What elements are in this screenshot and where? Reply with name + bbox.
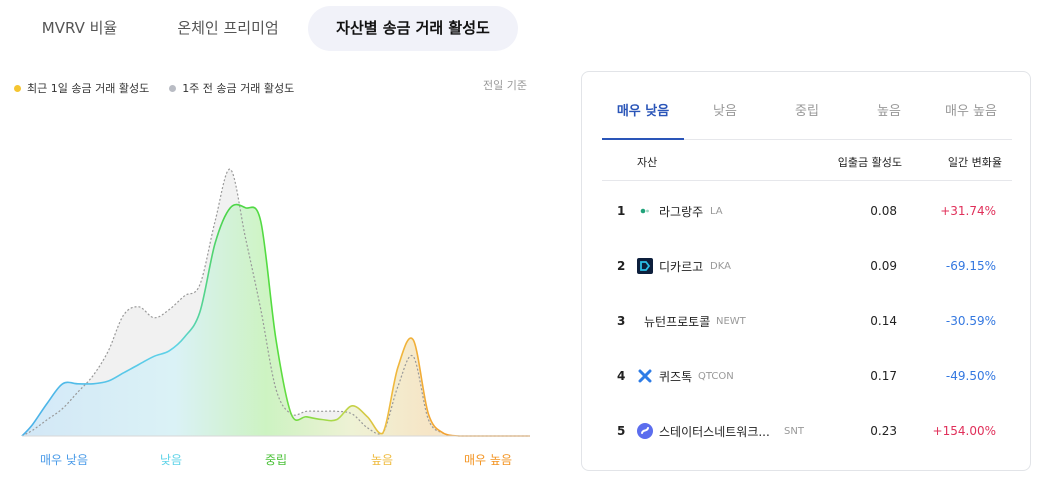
- header-asset: 자산: [637, 156, 658, 169]
- activity-value: 0.23: [870, 424, 897, 438]
- legend-recent-dot: [14, 84, 21, 92]
- week-series-line: [21, 168, 530, 437]
- asset-name: 디카르고: [659, 260, 704, 274]
- activity-distribution-chart: [21, 168, 530, 437]
- asset-symbol: NEWT: [716, 316, 746, 327]
- ptab-neutral[interactable]: 중립: [795, 104, 819, 119]
- header-change: 일간 변화율: [947, 156, 1002, 169]
- x-label-neutral: 중립: [264, 453, 288, 467]
- activity-level-tabs: 매우 낮음 낮음 중립 높음 매우 높음: [602, 92, 1012, 140]
- recent-series-area: [22, 204, 530, 436]
- lagrange-icon: [638, 204, 652, 218]
- legend-week: 1주 전 송금 거래 활성도: [169, 80, 294, 96]
- table-header: 자산 입출금 활성도 일간 변화율: [602, 142, 1012, 181]
- tab-transfer-activity[interactable]: 자산별 송금 거래 활성도: [308, 6, 518, 51]
- asset-name: 퀴즈톡: [659, 370, 693, 384]
- asset-name: 라그랑주: [659, 205, 704, 219]
- activity-value: 0.09: [870, 259, 897, 273]
- asset-symbol: SNT: [784, 426, 804, 437]
- change-value: +31.74%: [940, 204, 996, 218]
- change-value: -69.15%: [945, 259, 996, 273]
- row-rank: 4: [617, 369, 626, 383]
- dkargo-icon: [637, 258, 653, 274]
- asset-ranking-panel: 매우 낮음 낮음 중립 높음 매우 높음 자산 입출금 활성도 일간 변화율 1…: [581, 71, 1031, 471]
- asset-name: 뉴턴프로토콜: [644, 315, 711, 329]
- legend-recent: 최근 1일 송금 거래 활성도: [14, 80, 149, 96]
- row-rank: 1: [617, 204, 626, 218]
- tab-mvrv[interactable]: MVRV 비율: [41, 19, 118, 37]
- asset-name: 스테이터스네트워크...: [659, 425, 770, 439]
- change-value: +154.00%: [932, 424, 996, 438]
- row-rank: 2: [617, 259, 626, 273]
- ptab-very-high[interactable]: 매우 높음: [945, 104, 997, 119]
- asset-symbol: DKA: [710, 261, 731, 272]
- basis-note: 전일 기준: [483, 79, 527, 92]
- change-value: -30.59%: [945, 314, 996, 328]
- change-value: -49.50%: [945, 369, 996, 383]
- chart-legend: 최근 1일 송금 거래 활성도 1주 전 송금 거래 활성도: [14, 80, 294, 96]
- x-label-low: 낮음: [159, 453, 183, 467]
- activity-value: 0.08: [870, 204, 897, 218]
- recent-series-line: [21, 203, 530, 437]
- ptab-low[interactable]: 낮음: [713, 104, 737, 119]
- table-row[interactable]: 3 뉴턴프로토콜 NEWT 0.14 -30.59%: [602, 294, 1012, 349]
- tab-onchain-premium[interactable]: 온체인 프리미엄: [177, 19, 279, 37]
- table-row[interactable]: 2 디카르고 DKA 0.09 -69.15%: [602, 239, 1012, 294]
- legend-week-dot: [169, 84, 177, 92]
- row-rank: 5: [617, 424, 626, 438]
- x-label-high: 높음: [370, 453, 394, 467]
- ptab-very-low[interactable]: 매우 낮음: [602, 92, 684, 140]
- table-row[interactable]: 1 라그랑주 LA 0.08 +31.74%: [602, 184, 1012, 239]
- table-row[interactable]: 5 스테이터스네트워크... SNT 0.23 +154.00%: [602, 404, 1012, 459]
- asset-symbol: LA: [710, 206, 723, 217]
- quiztok-icon: [638, 369, 652, 383]
- table-row[interactable]: 4 퀴즈톡 QTCON 0.17 -49.50%: [602, 349, 1012, 404]
- activity-value: 0.17: [870, 369, 897, 383]
- asset-symbol: QTCON: [698, 371, 734, 382]
- activity-value: 0.14: [870, 314, 897, 328]
- ptab-high[interactable]: 높음: [877, 104, 901, 119]
- legend-week-label: 1주 전 송금 거래 활성도: [182, 82, 295, 95]
- x-label-very-low: 매우 낮음: [40, 453, 88, 467]
- header-activity: 입출금 활성도: [837, 156, 902, 169]
- x-label-very-high: 매우 높음: [464, 453, 512, 467]
- row-rank: 3: [617, 314, 626, 328]
- status-icon: [637, 423, 653, 439]
- legend-recent-label: 최근 1일 송금 거래 활성도: [27, 82, 150, 95]
